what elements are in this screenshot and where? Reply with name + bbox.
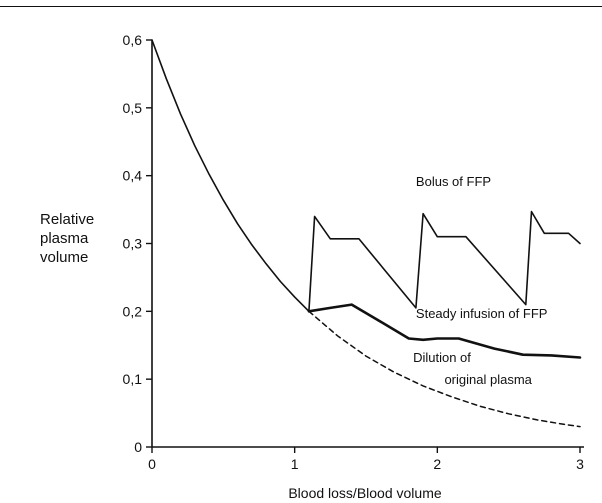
y-tick-label: 0,4 [123, 168, 143, 184]
x-axis-label: Blood loss/Blood volume [288, 485, 442, 501]
series [151, 39, 582, 428]
y-tick-label: 0,5 [123, 100, 143, 116]
y-axis-label-line-2: plasma [40, 230, 89, 247]
annotation-label: Dilution of [413, 350, 471, 365]
y-tick-label: 0,1 [123, 371, 143, 387]
x-tick-label: 0 [148, 456, 156, 472]
y-tick-label: 0,3 [123, 236, 143, 252]
x-tick-label: 2 [433, 456, 441, 472]
y-tick-label: 0 [134, 439, 142, 455]
x-tick-label: 3 [576, 456, 584, 472]
annotation-label: original plasma [444, 372, 532, 387]
x-tick-label: 1 [291, 456, 299, 472]
y-axis-label-line-3: volume [40, 249, 89, 266]
annotation-label: Steady infusion of FFP [416, 306, 548, 321]
series-line-1 [307, 303, 582, 359]
series-line-0 [151, 39, 581, 313]
annotation-label: Bolus of FFP [416, 174, 491, 189]
ticks: 0 0,1 0,2 0,3 0,4 0,5 0,6 0 1 2 3 [123, 32, 585, 472]
annotations: Bolus of FFP Steady infusion of FFP Diluti… [413, 174, 547, 387]
top-rule [0, 6, 602, 7]
y-tick-label: 0,6 [123, 32, 143, 48]
y-tick-label: 0,2 [123, 303, 143, 319]
series-line-2 [308, 310, 581, 428]
y-axis-label-line-1: Relative [40, 211, 95, 228]
